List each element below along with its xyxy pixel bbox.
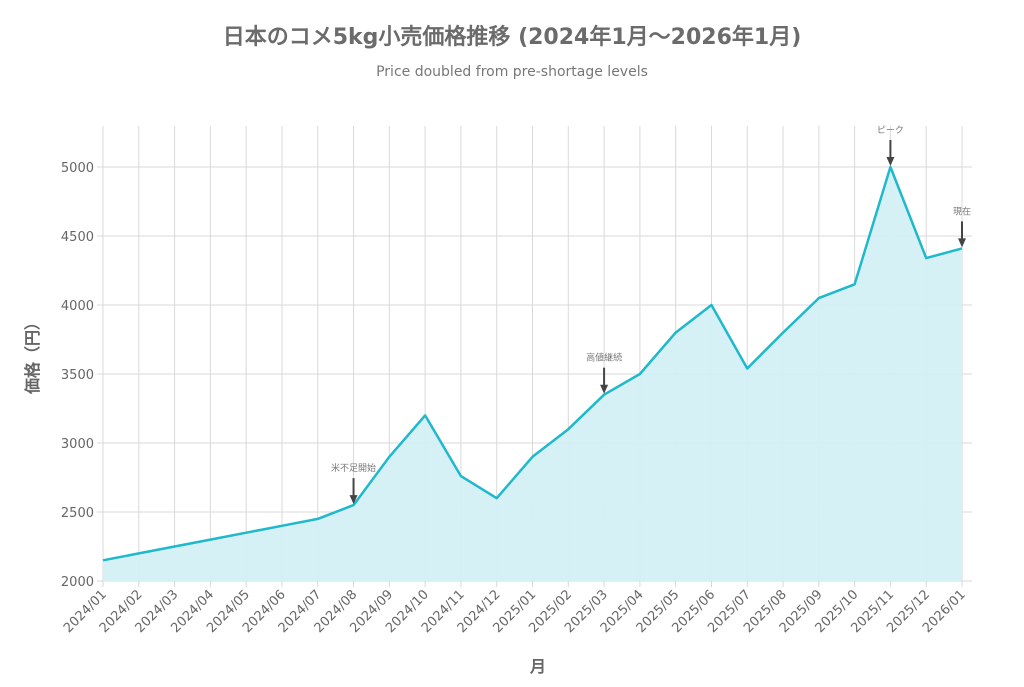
annotation-label: 米不足開始 <box>331 462 376 474</box>
y-tick-label: 3000 <box>61 437 94 452</box>
chart-title: 日本のコメ5kg小売価格推移 (2024年1月〜2026年1月) <box>223 24 802 50</box>
arrow-head-icon <box>958 238 966 247</box>
y-tick-label: 5000 <box>61 161 94 176</box>
x-axis-label: 月 <box>529 657 546 676</box>
y-tick-label: 4000 <box>61 299 94 314</box>
y-tick-label: 2000 <box>61 575 94 590</box>
y-tick-label: 4500 <box>61 230 94 245</box>
y-axis: 2000 2500 3000 3500 4000 4500 5000 <box>61 161 94 590</box>
y-tick-label: 3500 <box>61 368 94 383</box>
annotation-label: ピーク <box>877 125 904 136</box>
chart-subtitle: Price doubled from pre-shortage levels <box>376 64 648 80</box>
x-axis: 2024/012024/022024/032024/042024/052024/… <box>61 587 969 636</box>
annotation-label: 現在 <box>953 205 971 217</box>
y-tick-label: 2500 <box>61 506 94 521</box>
arrow-head-icon <box>886 157 894 166</box>
annotation-label: 高値継続 <box>586 352 622 364</box>
y-axis-label: 価格（円） <box>23 314 42 395</box>
